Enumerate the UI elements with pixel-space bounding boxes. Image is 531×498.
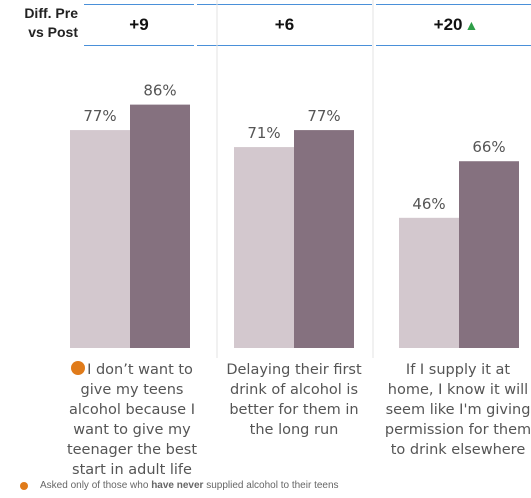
footnote-prefix: Asked only of those who: [40, 480, 152, 491]
footnote: Asked only of those who have never suppl…: [20, 480, 339, 491]
footnote-emphasis: have never: [151, 480, 204, 491]
category-label-line: If I supply it at: [405, 362, 511, 378]
value-label-post-2: 77%: [307, 107, 340, 125]
bar-post-3: [459, 161, 519, 348]
category-label-line: drink of alcohol is: [229, 382, 358, 398]
triangle-up-icon: ▲: [464, 17, 479, 33]
diff-value-3: +20: [433, 15, 463, 34]
category-label-line: I don’t want to: [48, 360, 216, 380]
diff-label: Diff. Pre vs Post: [8, 4, 78, 42]
category-label-line: permission for them: [384, 422, 531, 438]
diff-value-1: +9: [129, 15, 149, 34]
value-label-pre-3: 46%: [412, 195, 445, 213]
value-label-post-3: 66%: [472, 138, 505, 156]
category-label-line: teenager the best: [66, 442, 198, 458]
bar-post-1: [130, 104, 190, 349]
category-label-2: Delaying their first drink of alcohol is b…: [218, 360, 370, 440]
value-label-pre-1: 77%: [83, 107, 116, 125]
value-label-pre-2: 71%: [247, 124, 280, 142]
diff-label-line2: vs Post: [28, 24, 78, 40]
bar-pre-1: [70, 130, 130, 348]
diff-cell-3: +20 ▲: [376, 4, 531, 46]
bar-pre-2: [234, 147, 294, 348]
bar-pre-3: [399, 217, 459, 348]
orange-dot-icon: [20, 482, 28, 490]
category-label-line: seem like I'm giving: [385, 402, 531, 418]
category-label-line: Delaying their first: [226, 362, 362, 378]
diff-cell-2: +6: [197, 4, 372, 46]
value-label-post-1: 86%: [143, 82, 176, 100]
category-label-1: I don’t want to give my teens alcohol beca…: [48, 360, 216, 480]
category-label-3: If I supply it at home, I know it will see…: [374, 360, 531, 460]
category-label-line: better for them in: [229, 402, 359, 418]
diff-cell-1: +9: [84, 4, 194, 46]
bar-post-2: [294, 130, 354, 348]
diff-value-2: +6: [274, 15, 295, 34]
category-label-line: want to give my: [73, 422, 191, 438]
footnote-suffix: supplied alcohol to their teens: [203, 480, 339, 491]
category-label-line: start in adult life: [72, 462, 192, 478]
category-label-line: to drink elsewhere: [390, 442, 526, 458]
category-label-line: give my teens: [80, 382, 184, 398]
category-label-line: home, I know it will: [387, 382, 529, 398]
diff-label-line1: Diff. Pre: [24, 5, 78, 21]
orange-dot-icon: [71, 361, 86, 375]
category-label-line: the long run: [249, 422, 339, 438]
category-label-line: alcohol because I: [69, 402, 195, 418]
